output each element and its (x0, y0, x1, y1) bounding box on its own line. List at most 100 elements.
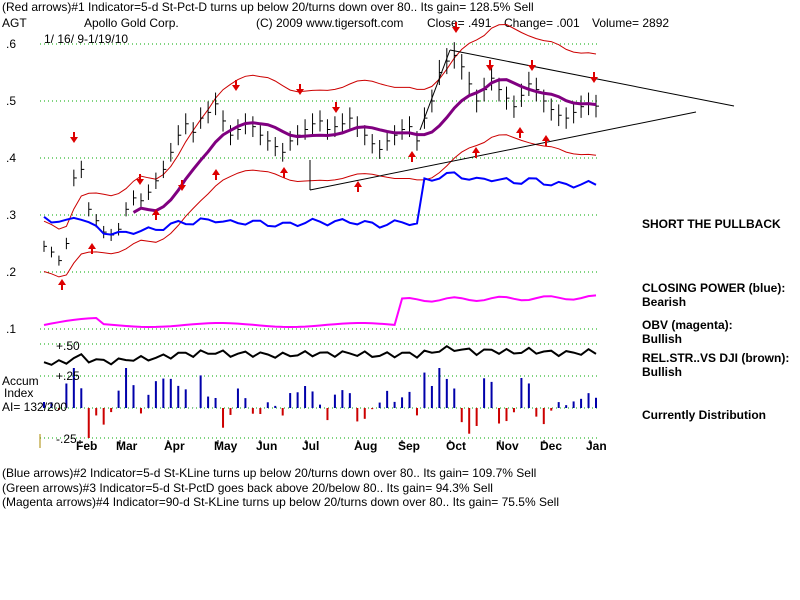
accum-bar (371, 408, 374, 410)
accum-bar (304, 386, 307, 408)
accum-bar (281, 408, 284, 416)
accum-bar (565, 405, 568, 408)
accum-bar (460, 408, 463, 423)
close-value: Close= .491 (427, 16, 492, 30)
accum-bar (72, 368, 75, 408)
buy-arrow-head (542, 135, 550, 141)
obv-status: Bullish (642, 332, 683, 346)
accum-bar (199, 375, 202, 408)
x-tick-label: Jun (256, 439, 277, 453)
accum-bar (453, 388, 456, 408)
sell-arrow-head (70, 137, 78, 143)
accum-tick-mid: +.25 (56, 369, 80, 383)
accum-bar (423, 372, 426, 408)
accum-bar (87, 408, 90, 438)
buy-arrow-head (516, 127, 524, 133)
distribution-note: Currently Distribution (642, 408, 767, 422)
accum-bar (110, 408, 113, 413)
sell-arrow-head (136, 179, 144, 185)
accum-bar (326, 408, 329, 421)
accum-bar (266, 402, 269, 408)
accum-bar (80, 388, 83, 408)
rel-strength-status: Bullish (642, 365, 683, 379)
obv-line (43, 294, 597, 329)
x-tick-label: Dec (540, 439, 562, 453)
accum-bar (333, 394, 336, 408)
accum-bar (490, 381, 493, 408)
obv-label: OBV (magenta): (642, 318, 733, 332)
accum-bar (572, 401, 575, 408)
accum-bar (125, 368, 128, 408)
accum-bar (132, 385, 135, 408)
sell-arrow-head (528, 65, 536, 71)
x-tick-label: Oct (446, 439, 466, 453)
accum-bar (43, 402, 45, 408)
x-tick-label: Jul (302, 439, 319, 453)
accum-bar (251, 408, 254, 414)
accum-bar (222, 408, 225, 428)
sell-arrow-head (232, 85, 240, 91)
x-tick-label: Apr (164, 439, 185, 453)
buy-arrow-head (152, 209, 160, 215)
closing-power-line (43, 171, 597, 236)
accum-bar (415, 408, 418, 416)
accum-bar (401, 397, 404, 408)
accum-tick-lo: -.25 (56, 432, 77, 446)
y-tick-label: .5 (6, 94, 16, 108)
sell-arrow-head (332, 107, 340, 113)
y-tick-label: .4 (6, 151, 16, 165)
sell-arrow-head (452, 27, 460, 33)
ai-value: AI= 132/200 (2, 400, 68, 414)
accum-bar (580, 398, 583, 408)
y-tick-label: .3 (6, 208, 16, 222)
x-tick-label: Feb (76, 439, 97, 453)
accum-bar (520, 378, 523, 408)
x-tick-label: Sep (398, 439, 420, 453)
buy-arrow-head (212, 169, 220, 175)
rel-strength-label: REL.STR..VS DJI (brown): (642, 351, 790, 365)
accum-bar (162, 378, 165, 408)
accum-bar (512, 408, 515, 413)
date-range: 1/ 16/ 9-1/19/10 (44, 32, 129, 46)
accum-bar (356, 408, 359, 422)
sell-arrow-head (178, 185, 186, 191)
accum-bar (296, 392, 299, 408)
sell-arrow-head (296, 89, 304, 95)
buy-arrow-head (280, 167, 288, 173)
accum-bar (236, 388, 239, 408)
sell-arrow-head (590, 77, 598, 83)
accum-bar (542, 408, 545, 425)
accum-bar (169, 378, 172, 408)
accum-bar (289, 393, 292, 408)
accum-bar (102, 408, 105, 425)
indicator-1-description: (Red arrows)#1 Indicator=5-d St-Pct-D tu… (2, 0, 534, 14)
accum-bar (527, 383, 530, 408)
accum-bar (483, 378, 486, 408)
accum-bar (229, 408, 232, 415)
accum-bar (274, 405, 277, 408)
accum-bar (363, 408, 366, 419)
accum-bar (386, 390, 389, 408)
change-value: Change= .001 (504, 16, 580, 30)
accum-bar (378, 402, 381, 408)
accum-bar (445, 378, 448, 408)
accum-bar (147, 394, 150, 408)
accum-bar (468, 408, 471, 434)
accum-bar (341, 390, 344, 408)
accum-bar (50, 402, 53, 408)
y-tick-label: .6 (6, 37, 16, 51)
accum-bar (550, 408, 553, 411)
accum-bar (139, 408, 142, 414)
symbol-label: AGT (2, 16, 27, 30)
lower-band-line (43, 134, 597, 278)
accum-bar (177, 385, 180, 408)
x-tick-label: Nov (496, 439, 519, 453)
company-name: Apollo Gold Corp. (84, 16, 179, 30)
trendline-apex-left (419, 49, 451, 131)
accum-bar (348, 393, 351, 408)
accum-bar (505, 408, 508, 422)
x-tick-label: Aug (354, 439, 377, 453)
sell-arrow-head (486, 65, 494, 71)
accum-bar (498, 408, 501, 424)
accum-bar (57, 408, 60, 410)
